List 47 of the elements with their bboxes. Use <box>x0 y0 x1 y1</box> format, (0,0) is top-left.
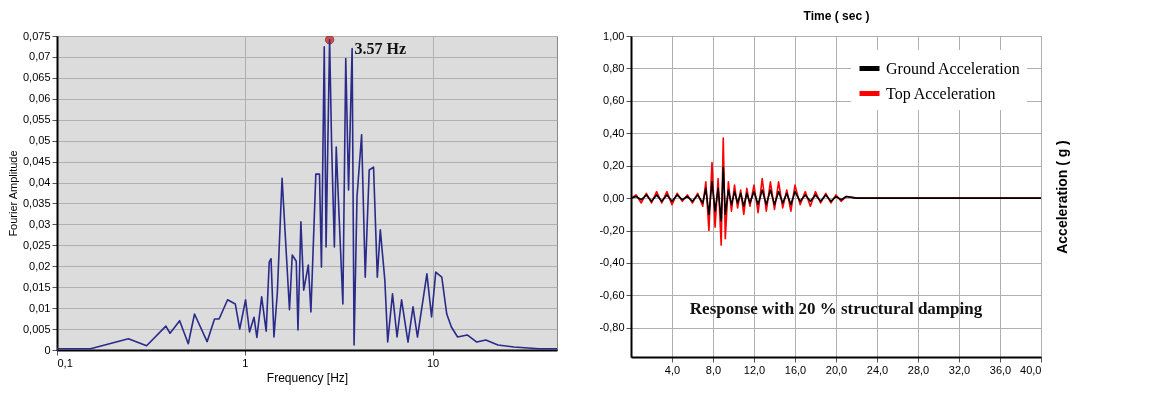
y-tick-label: -0,80 <box>599 321 625 334</box>
y-axis-title: Acceleration ( g ) <box>1053 140 1070 254</box>
x-tick-label: 28,0 <box>907 363 930 376</box>
y-tick-label: 0,60 <box>603 94 625 107</box>
x-axis-title: Frequency [Hz] <box>266 370 349 385</box>
y-tick-label: 0,015 <box>22 280 51 293</box>
y-tick-label: 0,04 <box>29 176 51 189</box>
y-tick-label: 0,00 <box>603 191 625 204</box>
y-tick-label: 0,025 <box>22 238 51 251</box>
y-tick-label: 0,01 <box>29 301 51 314</box>
y-tick-label: -0,60 <box>599 288 625 301</box>
annotation: Response with 20 % structural damping <box>689 299 983 318</box>
y-tick-label: -0,20 <box>599 224 625 237</box>
y-axis-title: Fourier Amplitude <box>6 150 19 237</box>
x-tick-label: 40,0 <box>1020 363 1042 376</box>
x-tick-label: 0,1 <box>57 356 73 369</box>
y-tick-label: 0,20 <box>603 159 625 172</box>
x-tick-label: 1 <box>242 356 249 369</box>
x-tick-label: 36,0 <box>989 363 1012 376</box>
x-tick-label: 24,0 <box>866 363 889 376</box>
y-tick-label: 0,065 <box>22 71 51 84</box>
x-tick-label: 20,0 <box>825 363 848 376</box>
y-tick-label: 0,075 <box>22 29 51 42</box>
y-tick-label: 0,80 <box>603 61 625 74</box>
legend-label: Ground Acceleration <box>886 59 1020 77</box>
y-tick-label: 0,07 <box>29 50 51 63</box>
y-tick-label: 0,045 <box>22 155 51 168</box>
y-tick-label: 0,40 <box>603 126 625 139</box>
y-tick-label: 0,005 <box>22 322 51 335</box>
y-tick-label: 0 <box>44 343 51 356</box>
y-tick-label: 0,035 <box>22 196 51 209</box>
x-tick-label: 8,0 <box>705 363 722 376</box>
annotation: 3.57 Hz <box>354 39 407 57</box>
x-tick-label: 12,0 <box>743 363 766 376</box>
y-tick-label: 1,00 <box>603 29 625 42</box>
x-tick-label: 32,0 <box>948 363 971 376</box>
x-axis-title: Time ( sec ) <box>803 8 870 23</box>
y-tick-label: 0,03 <box>29 217 51 230</box>
x-tick-label: 16,0 <box>784 363 807 376</box>
y-tick-label: 0,06 <box>29 92 51 105</box>
x-tick-label: 10 <box>426 356 440 369</box>
legend-label: Top Acceleration <box>886 84 996 103</box>
y-tick-label: 0,05 <box>29 134 51 147</box>
y-tick-label: 0,02 <box>29 259 51 272</box>
x-tick-label: 4,0 <box>664 363 681 376</box>
y-tick-label: -0,40 <box>599 256 625 269</box>
y-tick-label: 0,055 <box>22 113 51 126</box>
